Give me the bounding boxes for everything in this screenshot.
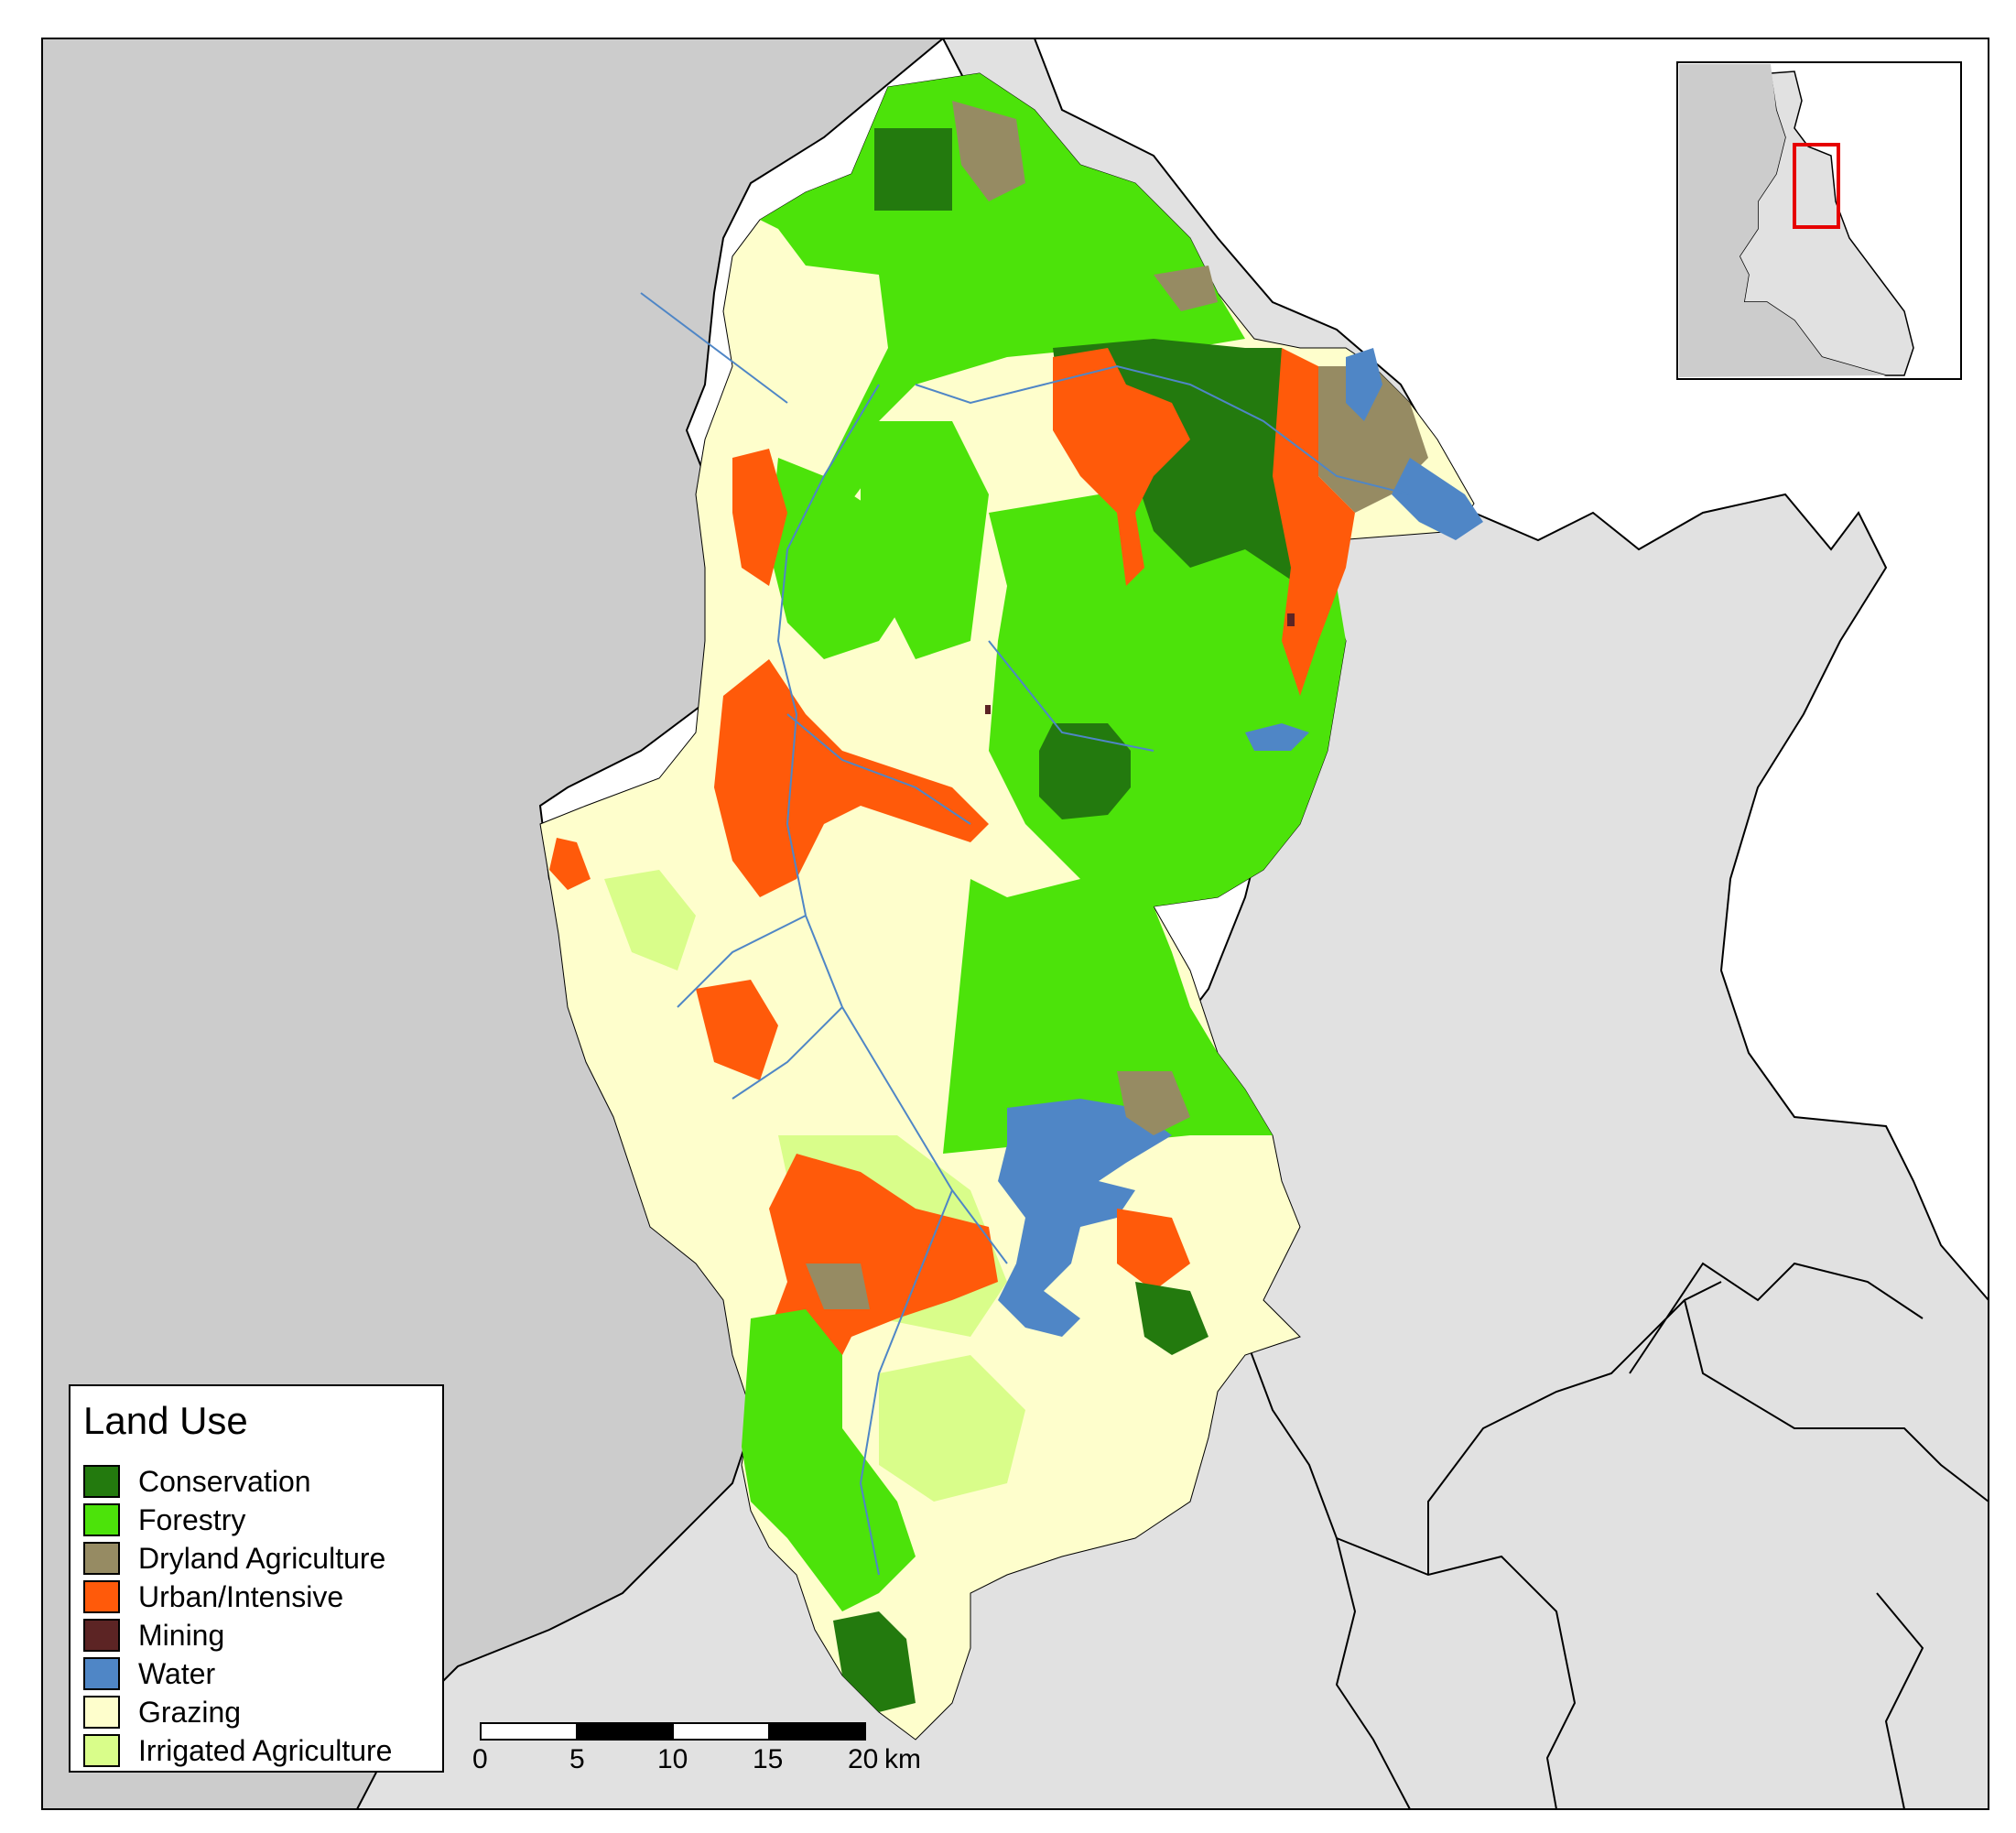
legend-label: Dryland Agriculture — [138, 1542, 386, 1575]
scale-tick-15: 15 — [753, 1744, 784, 1774]
legend-label: Conservation — [138, 1465, 311, 1498]
legend-item-conservation: Conservation — [83, 1463, 440, 1500]
map-frame — [41, 38, 1989, 1810]
scale-tick-10: 10 — [657, 1744, 688, 1774]
legend-label: Water — [138, 1657, 216, 1690]
estuary-water — [1346, 348, 1382, 421]
legend-label: Mining — [138, 1619, 225, 1652]
dryland-north-2 — [1154, 266, 1218, 311]
forestry-east — [943, 494, 1346, 1154]
locator-west — [1679, 64, 1886, 377]
legend-swatch — [83, 1465, 120, 1498]
urban-west-edge — [732, 449, 787, 586]
scale-unit: km — [884, 1744, 921, 1774]
legend-label: Grazing — [138, 1696, 242, 1729]
legend-label: Irrigated Agriculture — [138, 1734, 393, 1767]
urban-south-2 — [1117, 1209, 1190, 1291]
forestry-west-2 — [861, 421, 989, 659]
urban-coastal — [1273, 348, 1355, 696]
legend-item-forestry: Forestry — [83, 1502, 440, 1538]
legend-swatch — [83, 1542, 120, 1575]
scale-tick-0: 0 — [472, 1744, 488, 1774]
legend-item-dryland: Dryland Agriculture — [83, 1540, 440, 1577]
conservation-nw — [874, 128, 952, 211]
urban-north-cluster — [1053, 348, 1190, 586]
legend-swatch — [83, 1734, 120, 1767]
legend-item-irrigated: Irrigated Agriculture — [83, 1732, 440, 1769]
legend-title: Land Use — [83, 1399, 248, 1442]
irrigated-patch-1 — [604, 870, 696, 971]
mining-patch-2 — [985, 705, 991, 714]
legend-swatch — [83, 1580, 120, 1613]
dryland-north-1 — [952, 101, 1025, 201]
catchment-boundary-lines — [1189, 1262, 1989, 1810]
legend-swatch — [83, 1657, 120, 1690]
dryland-lake — [1117, 1071, 1190, 1135]
legend-swatch — [83, 1619, 120, 1652]
legend-item-urban: Urban/Intensive — [83, 1578, 440, 1615]
urban-mid — [696, 980, 778, 1080]
conservation-south — [833, 1611, 916, 1712]
mining-patch — [1287, 613, 1295, 626]
legend-item-mining: Mining — [83, 1617, 440, 1654]
conservation-octagon — [1039, 723, 1131, 819]
legend-item-grazing: Grazing — [83, 1694, 440, 1730]
locator-highlight — [1793, 143, 1840, 229]
dryland-south — [806, 1264, 870, 1309]
legend-label: Urban/Intensive — [138, 1580, 344, 1613]
legend-swatch — [83, 1503, 120, 1536]
scale-tick-20: 20 — [848, 1744, 879, 1774]
legend: Land Use Conservation Forestry Dryland A… — [69, 1384, 444, 1773]
locator-inset — [1676, 61, 1962, 380]
river-network — [640, 292, 1411, 1576]
coastal-water — [1392, 458, 1483, 540]
scale-tick-5: 5 — [569, 1744, 585, 1774]
legend-swatch — [83, 1696, 120, 1729]
lake-south — [998, 1099, 1172, 1337]
scale-bar — [480, 1722, 866, 1741]
irrigated-patch-3 — [879, 1355, 1025, 1502]
legend-label: Forestry — [138, 1503, 246, 1536]
lake-north — [1245, 723, 1309, 751]
legend-item-water: Water — [83, 1655, 440, 1692]
urban-central — [714, 659, 989, 897]
conservation-southeast — [1135, 1282, 1209, 1355]
forestry-west — [769, 458, 916, 659]
urban-west-blob — [549, 838, 591, 890]
